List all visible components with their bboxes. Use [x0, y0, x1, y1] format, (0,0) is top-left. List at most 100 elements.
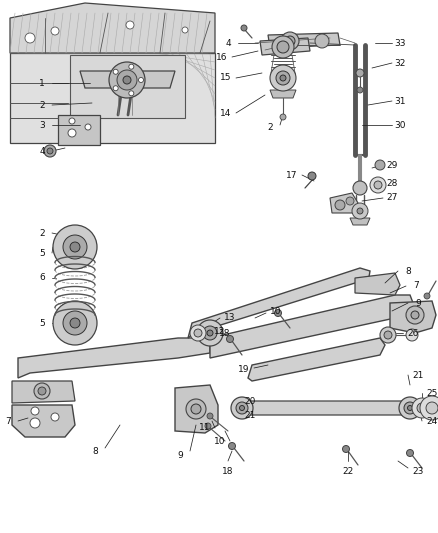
- Text: 21: 21: [244, 410, 256, 419]
- Text: 31: 31: [394, 96, 406, 106]
- Circle shape: [399, 397, 421, 419]
- Circle shape: [404, 402, 416, 414]
- Circle shape: [272, 36, 294, 58]
- Text: 15: 15: [220, 74, 232, 83]
- Circle shape: [270, 65, 296, 91]
- Circle shape: [375, 160, 385, 170]
- Text: 32: 32: [394, 59, 406, 68]
- Circle shape: [207, 413, 213, 419]
- Circle shape: [280, 114, 286, 120]
- Circle shape: [138, 77, 144, 83]
- Text: 18: 18: [222, 466, 234, 475]
- Text: 3: 3: [39, 120, 45, 130]
- Circle shape: [194, 329, 202, 337]
- Text: 2: 2: [267, 124, 273, 133]
- Circle shape: [281, 32, 299, 50]
- Circle shape: [191, 404, 201, 414]
- Circle shape: [275, 310, 282, 317]
- Circle shape: [352, 203, 368, 219]
- Circle shape: [85, 124, 91, 130]
- Polygon shape: [175, 385, 218, 433]
- Text: 33: 33: [394, 38, 406, 47]
- Circle shape: [384, 331, 392, 339]
- Text: 8: 8: [92, 447, 98, 456]
- Polygon shape: [12, 405, 75, 437]
- Text: 11: 11: [199, 424, 211, 432]
- Circle shape: [229, 442, 236, 449]
- Circle shape: [240, 406, 244, 410]
- Polygon shape: [270, 90, 296, 98]
- Circle shape: [186, 399, 206, 419]
- Circle shape: [126, 21, 134, 29]
- Circle shape: [63, 235, 87, 259]
- Circle shape: [346, 197, 354, 205]
- Text: 9: 9: [177, 450, 183, 459]
- Circle shape: [25, 33, 35, 43]
- Circle shape: [370, 177, 386, 193]
- Circle shape: [276, 71, 290, 85]
- Text: 24: 24: [426, 416, 438, 425]
- Polygon shape: [10, 53, 215, 143]
- Text: 18: 18: [219, 328, 231, 337]
- Circle shape: [285, 36, 295, 46]
- Text: 14: 14: [220, 109, 232, 117]
- Text: 2: 2: [39, 229, 45, 238]
- Circle shape: [205, 423, 211, 429]
- Circle shape: [417, 403, 427, 413]
- Circle shape: [69, 118, 75, 124]
- Text: 7: 7: [413, 281, 419, 290]
- Polygon shape: [330, 193, 358, 213]
- Circle shape: [31, 407, 39, 415]
- Circle shape: [277, 41, 289, 53]
- Polygon shape: [210, 295, 415, 358]
- Text: 6: 6: [39, 273, 45, 282]
- Circle shape: [123, 76, 131, 84]
- Circle shape: [280, 75, 286, 81]
- Circle shape: [424, 293, 430, 299]
- Polygon shape: [18, 338, 210, 378]
- Circle shape: [353, 181, 367, 195]
- Circle shape: [51, 27, 59, 35]
- Circle shape: [380, 327, 396, 343]
- Polygon shape: [12, 381, 75, 403]
- Circle shape: [203, 326, 217, 340]
- Circle shape: [343, 446, 350, 453]
- Circle shape: [63, 311, 87, 335]
- Circle shape: [241, 25, 247, 31]
- Circle shape: [34, 383, 50, 399]
- Circle shape: [406, 329, 418, 341]
- Text: 21: 21: [412, 370, 424, 379]
- Circle shape: [190, 325, 206, 341]
- Text: 25: 25: [426, 389, 438, 398]
- Text: 8: 8: [405, 266, 411, 276]
- Text: 10: 10: [214, 437, 226, 446]
- Circle shape: [374, 181, 382, 189]
- Circle shape: [113, 69, 118, 74]
- Circle shape: [53, 301, 97, 345]
- Text: 5: 5: [39, 248, 45, 257]
- Text: 4: 4: [39, 147, 45, 156]
- Circle shape: [411, 311, 419, 319]
- Polygon shape: [350, 218, 370, 225]
- Text: 26: 26: [407, 328, 419, 337]
- Circle shape: [406, 449, 413, 456]
- Circle shape: [117, 70, 137, 90]
- Circle shape: [315, 34, 329, 48]
- Text: 4: 4: [225, 38, 231, 47]
- Circle shape: [226, 335, 233, 343]
- Text: 22: 22: [343, 466, 353, 475]
- Text: 23: 23: [412, 466, 424, 475]
- Circle shape: [109, 62, 145, 98]
- Circle shape: [231, 397, 253, 419]
- Polygon shape: [390, 301, 436, 333]
- Circle shape: [357, 208, 363, 214]
- Circle shape: [406, 306, 424, 324]
- Text: 30: 30: [394, 120, 406, 130]
- Circle shape: [129, 64, 134, 69]
- Circle shape: [51, 413, 59, 421]
- Text: 28: 28: [386, 179, 398, 188]
- Polygon shape: [238, 401, 415, 415]
- Circle shape: [47, 148, 53, 154]
- Text: 7: 7: [5, 416, 11, 425]
- Circle shape: [129, 91, 134, 96]
